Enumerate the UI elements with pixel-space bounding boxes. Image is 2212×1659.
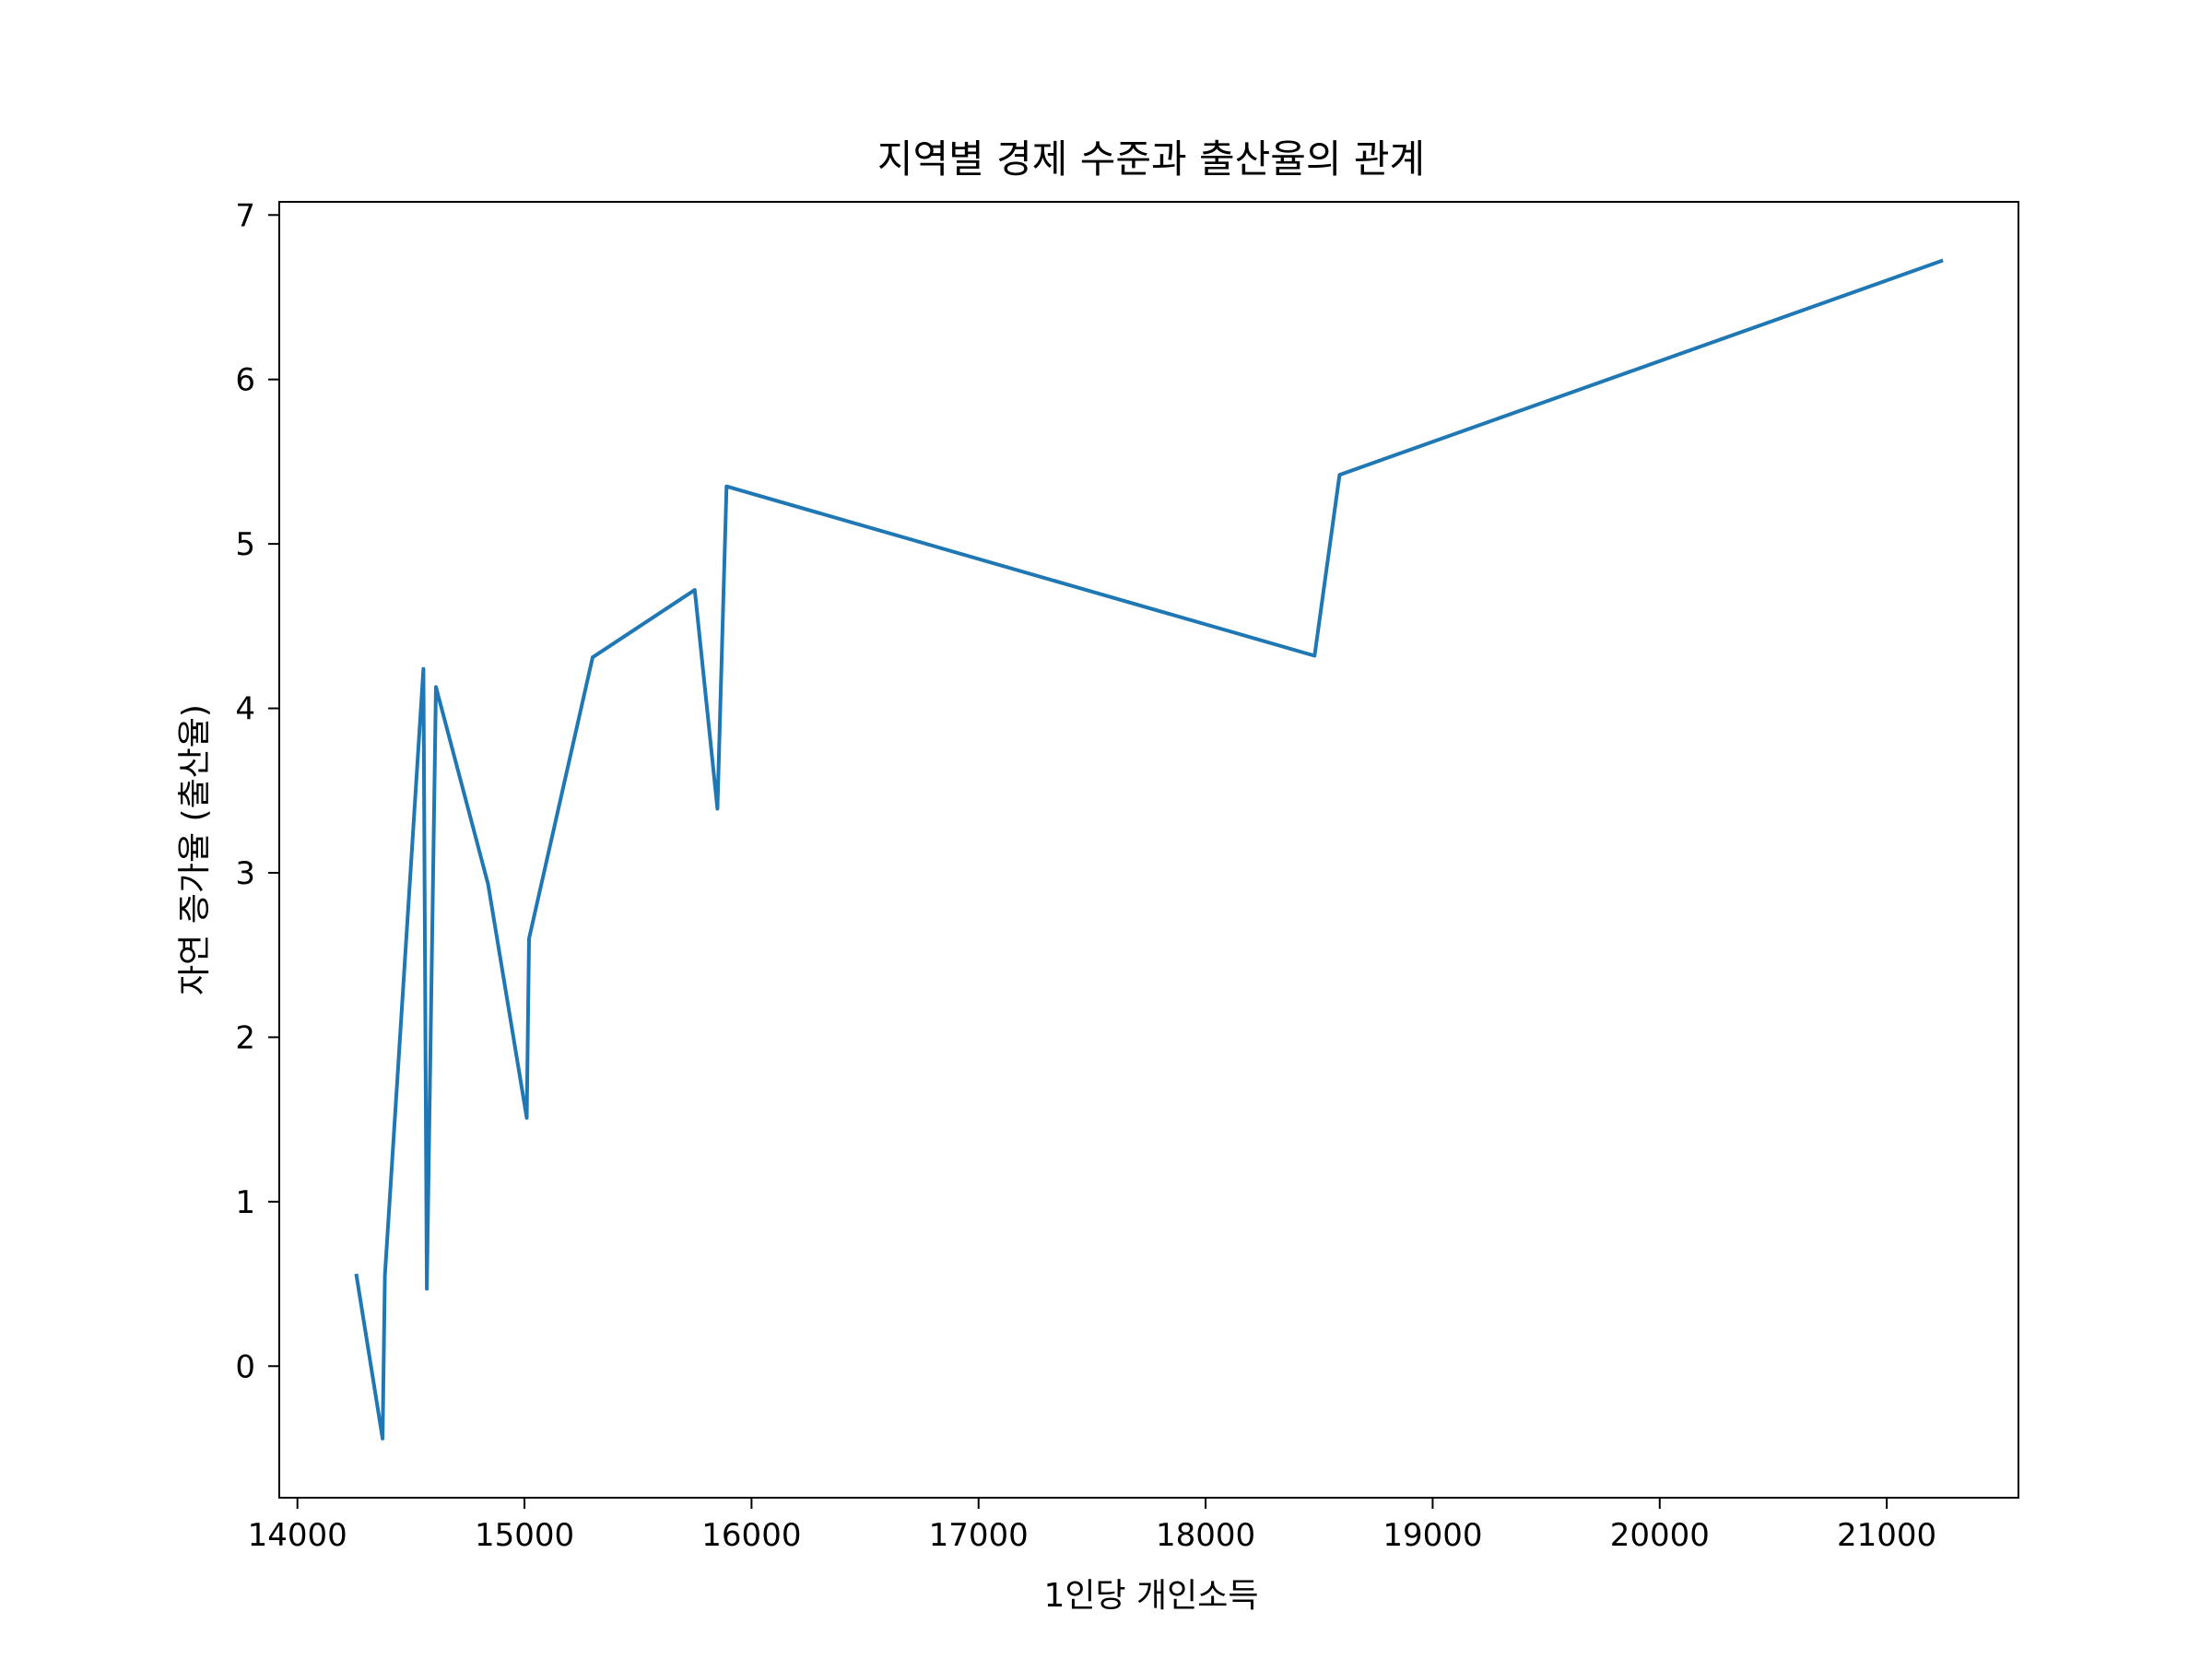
x-tick-label: 16000 — [701, 1517, 801, 1554]
x-tick-label: 21000 — [1837, 1517, 1936, 1554]
series-line — [354, 258, 1944, 1441]
x-tick-label: 20000 — [1610, 1517, 1710, 1554]
y-tick-label: 7 — [235, 197, 255, 234]
x-axis: 14000 15000 16000 17000 18000 19000 20000 21000 — [248, 1498, 1936, 1554]
y-tick-label: 3 — [235, 855, 255, 892]
y-axis: 0 1 2 3 4 5 6 7 — [235, 197, 279, 1385]
axes-frame — [278, 201, 2019, 1499]
y-axis-label: 자연 증가율 (출산율) — [176, 704, 214, 995]
plot-area — [354, 258, 1944, 1441]
chart-title: 지역별 경제 수준과 출산율의 관계 — [877, 136, 1425, 182]
y-tick-label: 1 — [235, 1184, 255, 1221]
y-tick-label: 0 — [235, 1348, 255, 1385]
x-axis-label: 1인당 개인소득 — [1043, 1577, 1258, 1615]
x-tick-label: 19000 — [1382, 1517, 1482, 1554]
x-tick-label: 14000 — [248, 1517, 347, 1554]
x-tick-label: 15000 — [475, 1517, 574, 1554]
y-tick-label: 5 — [235, 526, 255, 563]
x-tick-label: 17000 — [929, 1517, 1029, 1554]
x-tick-label: 18000 — [1156, 1517, 1255, 1554]
y-tick-label: 2 — [235, 1019, 255, 1056]
y-tick-label: 4 — [235, 691, 255, 728]
y-tick-label: 6 — [235, 362, 255, 399]
